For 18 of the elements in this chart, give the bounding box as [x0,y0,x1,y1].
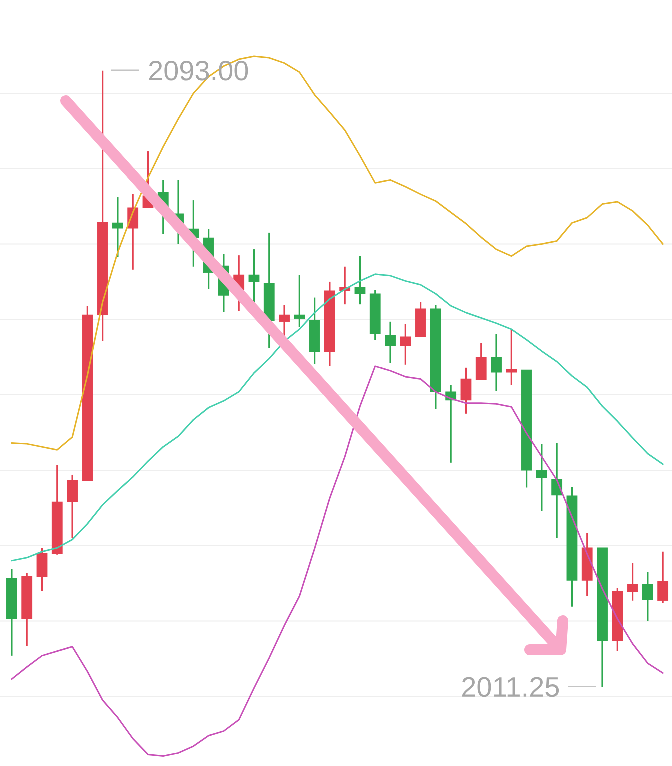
candlestick [248,248,260,306]
candlestick [476,342,487,381]
candlestick [400,323,412,366]
candlestick [658,551,669,604]
candlestick [354,256,366,306]
candlestick [36,547,48,592]
candlestick [536,443,548,512]
candlestick [627,562,638,602]
candlestick [67,474,78,540]
candlestick [460,367,472,415]
candlestick [112,196,124,258]
candlestick [128,194,139,271]
candlestick [294,274,306,328]
candlestick [491,333,502,392]
annotation: 2011.25 [462,677,560,698]
candlestick [506,328,518,386]
candlestick [385,321,396,364]
candlestick [642,571,654,622]
